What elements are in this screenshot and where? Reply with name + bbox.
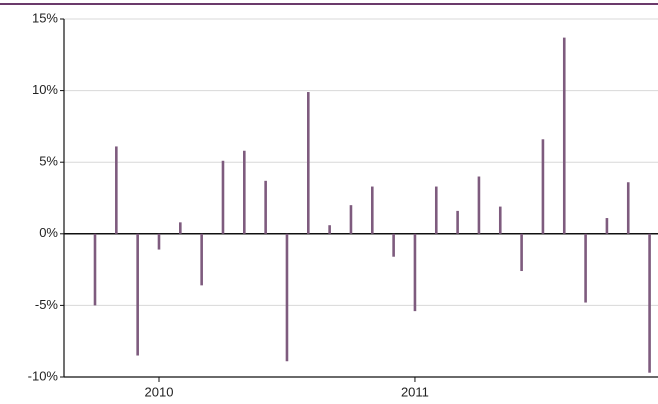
bar	[498, 206, 502, 234]
bar	[328, 225, 331, 234]
bar	[584, 233, 587, 303]
bar	[605, 218, 609, 234]
x-tick-label: 2011	[401, 384, 429, 399]
bar	[434, 186, 438, 234]
bar	[200, 233, 203, 286]
bar	[456, 210, 459, 234]
bar	[264, 180, 267, 234]
y-tick-label: 5%	[39, 154, 58, 169]
bar	[520, 233, 523, 272]
y-tick-label: 0%	[39, 225, 58, 240]
bar	[562, 37, 566, 234]
bar	[370, 186, 374, 234]
bar	[157, 233, 161, 250]
y-tick-label: 15%	[32, 10, 58, 25]
y-tick-label: -5%	[35, 297, 59, 312]
y-tick-label: -10%	[28, 368, 59, 383]
bar	[413, 233, 417, 312]
bar	[648, 233, 651, 373]
bar	[93, 233, 97, 306]
y-tick-label: 10%	[32, 82, 58, 97]
bar	[243, 150, 246, 234]
bar	[221, 160, 225, 234]
bar	[179, 222, 182, 234]
bar	[626, 182, 630, 234]
bar	[307, 92, 310, 234]
bar	[285, 233, 289, 362]
bar	[136, 233, 139, 356]
x-tick-label: 2010	[145, 384, 174, 399]
bar	[477, 176, 481, 234]
bar	[115, 146, 118, 234]
bar	[349, 205, 353, 234]
bar	[541, 139, 545, 234]
bar	[392, 233, 395, 257]
